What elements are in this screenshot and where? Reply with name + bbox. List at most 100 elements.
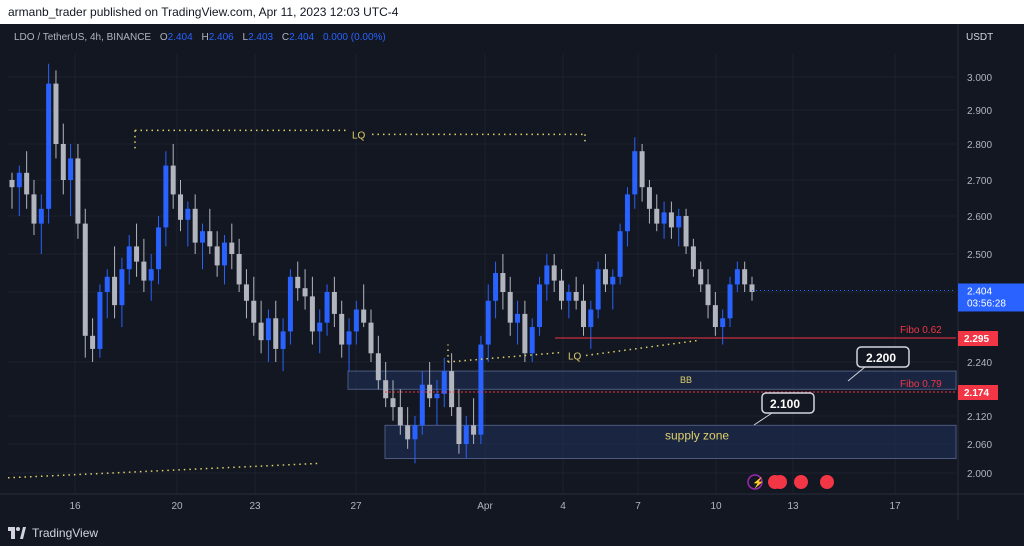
candle-body bbox=[544, 265, 550, 285]
candle-body bbox=[632, 151, 638, 195]
current-price-text: 2.404 bbox=[967, 286, 992, 297]
candle-body bbox=[178, 194, 184, 220]
candle-body bbox=[500, 273, 506, 292]
candle-body bbox=[38, 208, 44, 224]
callout-2200-text: 2.200 bbox=[866, 351, 896, 365]
candle-body bbox=[243, 284, 249, 301]
time-tick-label: 10 bbox=[710, 501, 722, 512]
tradingview-logo[interactable]: TradingView bbox=[8, 525, 98, 541]
candle-body bbox=[698, 269, 704, 285]
candle-body bbox=[112, 276, 118, 306]
candlestick-chart[interactable]: LQ LQ Fibo 0.62 Fibo 0.79 BB supply zone 2.200… bbox=[0, 24, 1024, 520]
candle-body bbox=[661, 212, 667, 224]
candle-body bbox=[515, 313, 521, 323]
event-icons[interactable]: ⚡ bbox=[747, 474, 834, 490]
candle-body bbox=[639, 151, 645, 188]
bb-zone bbox=[347, 370, 957, 390]
fibo-price-text: 2.174 bbox=[964, 388, 989, 399]
price-tick-label: 2.120 bbox=[967, 412, 992, 423]
candle-body bbox=[405, 425, 411, 440]
candle-body bbox=[317, 322, 323, 332]
candle-body bbox=[551, 265, 557, 281]
price-axis[interactable]: 3.0002.9002.8002.7002.6002.5002.4002.240… bbox=[752, 73, 1024, 480]
candle-body bbox=[280, 331, 286, 349]
candle-body bbox=[287, 276, 293, 332]
callout-2100-box bbox=[761, 392, 815, 414]
candle-body bbox=[478, 344, 484, 435]
chart-area[interactable]: LQ LQ Fibo 0.62 Fibo 0.79 BB supply zone 2.200… bbox=[0, 24, 1024, 520]
candle-body bbox=[185, 208, 191, 220]
currency-label: USDT bbox=[966, 32, 993, 43]
candle-body bbox=[214, 246, 220, 266]
time-tick-label: 23 bbox=[249, 501, 261, 512]
us-flag-event-icon-3[interactable] bbox=[794, 475, 808, 489]
candle-body bbox=[573, 292, 579, 301]
candle-body bbox=[265, 318, 271, 341]
time-tick-label: 20 bbox=[171, 501, 183, 512]
price-tick-label: 2.600 bbox=[967, 212, 992, 223]
time-tick-label: 4 bbox=[560, 501, 566, 512]
candle-body bbox=[646, 187, 652, 209]
price-tick-label: 2.240 bbox=[967, 358, 992, 369]
candle-body bbox=[617, 231, 623, 277]
candle-body bbox=[522, 313, 528, 354]
candles bbox=[9, 63, 755, 464]
current-price-box bbox=[958, 283, 1024, 312]
us-flag-event-icon-4[interactable] bbox=[820, 475, 834, 489]
candle-body bbox=[419, 384, 425, 426]
candle-body bbox=[346, 331, 352, 345]
candle-body bbox=[309, 296, 315, 332]
candle-body bbox=[529, 327, 535, 354]
candle-body bbox=[602, 269, 608, 285]
candle-body bbox=[580, 300, 586, 328]
candle-body bbox=[141, 261, 147, 281]
candle-body bbox=[690, 246, 696, 270]
candle-body bbox=[53, 83, 59, 144]
candle-body bbox=[441, 371, 447, 394]
candle-body bbox=[463, 425, 469, 444]
candle-body bbox=[236, 254, 242, 285]
symbol-info: LDO / TetherUS, 4h, BINANCE O2.404 H2.40… bbox=[14, 32, 386, 43]
candle-body bbox=[595, 269, 601, 310]
candle-body bbox=[742, 269, 748, 285]
footer-bar: TradingView bbox=[0, 520, 1024, 546]
candle-body bbox=[456, 407, 462, 444]
lightning-event-icon[interactable] bbox=[747, 474, 763, 490]
overlays: LQ LQ Fibo 0.62 Fibo 0.79 BB supply zone 2.200… bbox=[7, 129, 956, 479]
candle-body bbox=[134, 246, 140, 262]
candle-body bbox=[390, 398, 396, 408]
candle-body bbox=[610, 276, 616, 285]
candle-body bbox=[324, 292, 330, 323]
price-tick-label: 2.000 bbox=[967, 469, 992, 480]
candle-body bbox=[24, 172, 30, 195]
candle-body bbox=[331, 292, 337, 314]
candle-body bbox=[31, 194, 37, 224]
tradingview-brand: TradingView bbox=[32, 526, 99, 540]
candle-body bbox=[720, 318, 726, 328]
candle-body bbox=[302, 288, 308, 297]
symbol-title: LDO / TetherUS, 4h, BINANCE bbox=[14, 32, 151, 43]
candle-body bbox=[668, 212, 674, 228]
candle-body bbox=[16, 172, 22, 188]
candle-body bbox=[712, 305, 718, 328]
callout-2100: 2.100 bbox=[753, 392, 815, 426]
candle-body bbox=[734, 269, 740, 285]
candle-body bbox=[273, 318, 279, 349]
candle-body bbox=[624, 194, 630, 232]
time-axis[interactable]: 16 20 23 27 Apr 4 7 10 13 17 bbox=[69, 501, 901, 512]
candle-body bbox=[353, 309, 359, 332]
time-tick-label: Apr bbox=[477, 501, 493, 512]
candle-body bbox=[676, 216, 682, 228]
candle-body bbox=[207, 231, 213, 247]
candle-body bbox=[82, 223, 88, 336]
candle-body bbox=[588, 309, 594, 328]
candle-body bbox=[412, 425, 418, 440]
supply-zone-label: supply zone bbox=[665, 428, 729, 442]
candle-body bbox=[199, 231, 205, 243]
fibo-079-label: Fibo 0.79 bbox=[900, 379, 942, 390]
price-tick-label: 2.700 bbox=[967, 176, 992, 187]
candle-body bbox=[566, 292, 572, 301]
candle-body bbox=[434, 393, 440, 399]
candle-body bbox=[68, 158, 74, 180]
us-flag-event-icon-2[interactable] bbox=[773, 475, 787, 489]
